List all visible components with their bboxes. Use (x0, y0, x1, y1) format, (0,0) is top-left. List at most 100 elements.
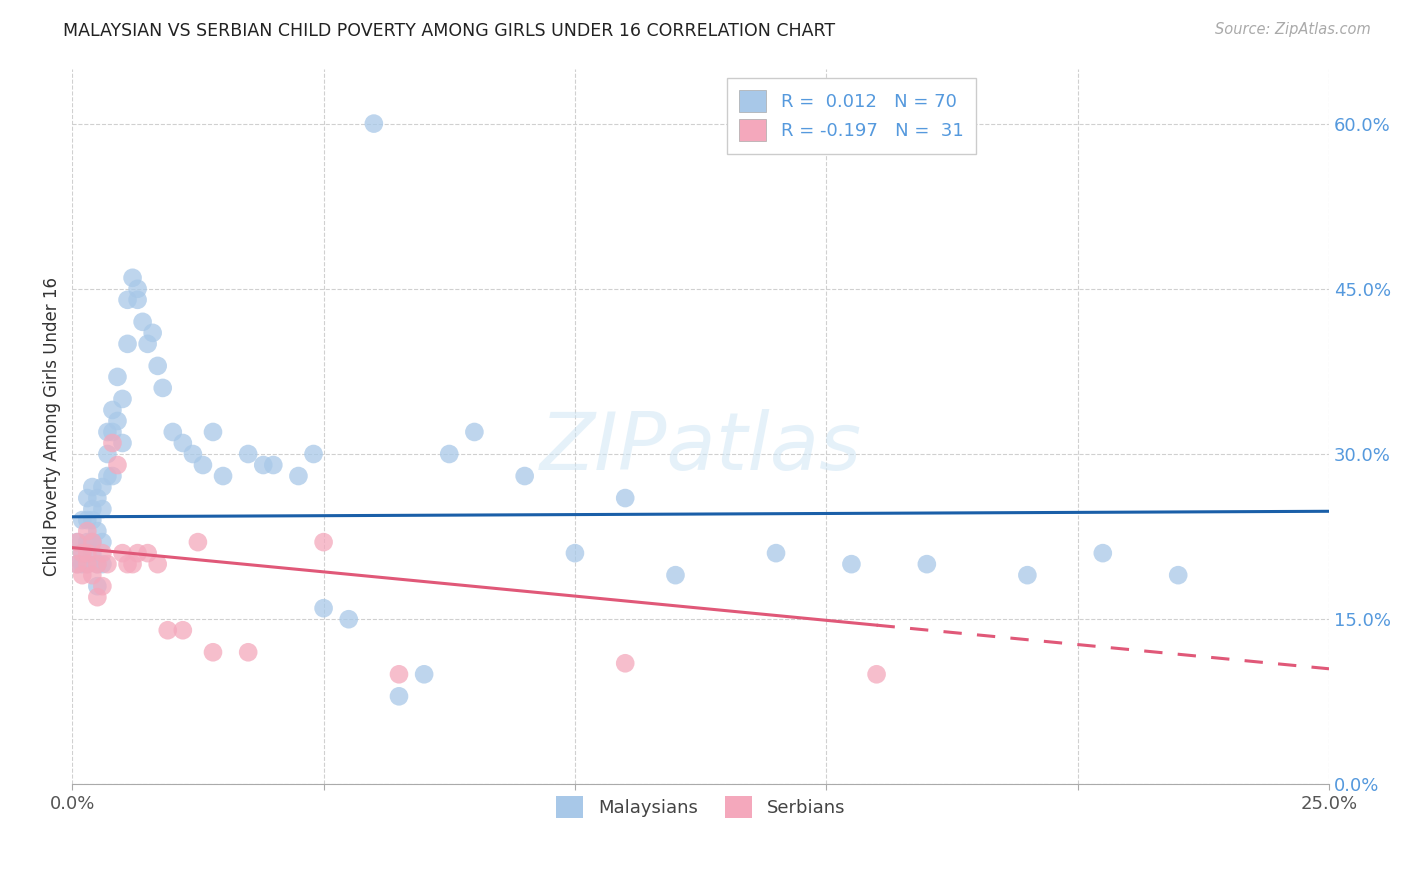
Point (172, 624, 194, 638)
Point (82, 568, 104, 582)
Point (121, 270, 143, 285)
Point (127, 546, 149, 560)
Point (111, 546, 134, 560)
Point (96, 557, 118, 571)
Text: Source: ZipAtlas.com: Source: ZipAtlas.com (1215, 22, 1371, 37)
Point (146, 359, 169, 373)
Point (91, 579, 114, 593)
Point (66, 557, 89, 571)
Point (181, 447, 204, 461)
Point (312, 535, 335, 549)
Point (86, 491, 108, 505)
Point (312, 601, 335, 615)
Point (841, 557, 863, 571)
Point (136, 337, 159, 351)
Point (513, 469, 536, 483)
Point (66, 535, 89, 549)
Point (82, 535, 104, 549)
Point (76, 535, 98, 549)
Point (162, 425, 184, 439)
Point (439, 447, 461, 461)
Point (76, 546, 98, 560)
Point (101, 403, 124, 417)
Point (96, 447, 118, 461)
Point (86, 590, 108, 604)
Point (252, 458, 274, 472)
Point (302, 447, 325, 461)
Point (664, 568, 686, 582)
Point (96, 469, 118, 483)
Point (413, 667, 436, 681)
Point (82, 502, 104, 516)
Point (96, 425, 118, 439)
Point (915, 557, 938, 571)
Point (82, 546, 104, 560)
Point (82, 513, 104, 527)
Text: MALAYSIAN VS SERBIAN CHILD POVERTY AMONG GIRLS UNDER 16 CORRELATION CHART: MALAYSIAN VS SERBIAN CHILD POVERTY AMONG… (63, 22, 835, 40)
Point (76, 557, 98, 571)
Point (111, 436, 134, 450)
Point (66, 557, 89, 571)
Point (91, 535, 114, 549)
Point (72, 557, 94, 571)
Point (86, 579, 108, 593)
Point (117, 293, 139, 307)
Point (72, 546, 94, 560)
Point (111, 392, 134, 406)
Y-axis label: Child Poverty Among Girls Under 16: Child Poverty Among Girls Under 16 (44, 277, 60, 576)
Point (191, 458, 214, 472)
Point (212, 469, 235, 483)
Point (136, 546, 159, 560)
Point (91, 480, 114, 494)
Point (117, 557, 139, 571)
Point (107, 458, 129, 472)
Point (152, 381, 174, 395)
Point (201, 645, 224, 659)
Point (101, 469, 124, 483)
Point (107, 370, 129, 384)
Point (131, 315, 153, 329)
Point (91, 502, 114, 516)
Point (865, 667, 887, 681)
Point (72, 546, 94, 560)
Point (172, 436, 194, 450)
Point (82, 535, 104, 549)
Point (287, 469, 309, 483)
Text: ZIPatlas: ZIPatlas (540, 409, 862, 487)
Point (187, 535, 209, 549)
Point (156, 624, 179, 638)
Point (76, 513, 98, 527)
Point (127, 293, 149, 307)
Point (363, 117, 385, 131)
Point (72, 513, 94, 527)
Point (614, 657, 637, 671)
Point (1091, 546, 1114, 560)
Point (1017, 568, 1039, 582)
Point (101, 436, 124, 450)
Legend: Malaysians, Serbians: Malaysians, Serbians (550, 789, 852, 825)
Point (388, 667, 411, 681)
Point (101, 425, 124, 439)
Point (463, 425, 485, 439)
Point (76, 524, 98, 538)
Point (262, 458, 284, 472)
Point (142, 326, 165, 340)
Point (76, 491, 98, 505)
Point (127, 282, 149, 296)
Point (86, 557, 108, 571)
Point (72, 568, 94, 582)
Point (1167, 568, 1189, 582)
Point (86, 557, 108, 571)
Point (614, 491, 637, 505)
Point (388, 690, 411, 704)
Point (765, 546, 787, 560)
Point (146, 557, 169, 571)
Point (107, 414, 129, 428)
Point (117, 337, 139, 351)
Point (91, 546, 114, 560)
Point (82, 480, 104, 494)
Point (201, 425, 224, 439)
Point (76, 557, 98, 571)
Point (564, 546, 586, 560)
Point (121, 557, 143, 571)
